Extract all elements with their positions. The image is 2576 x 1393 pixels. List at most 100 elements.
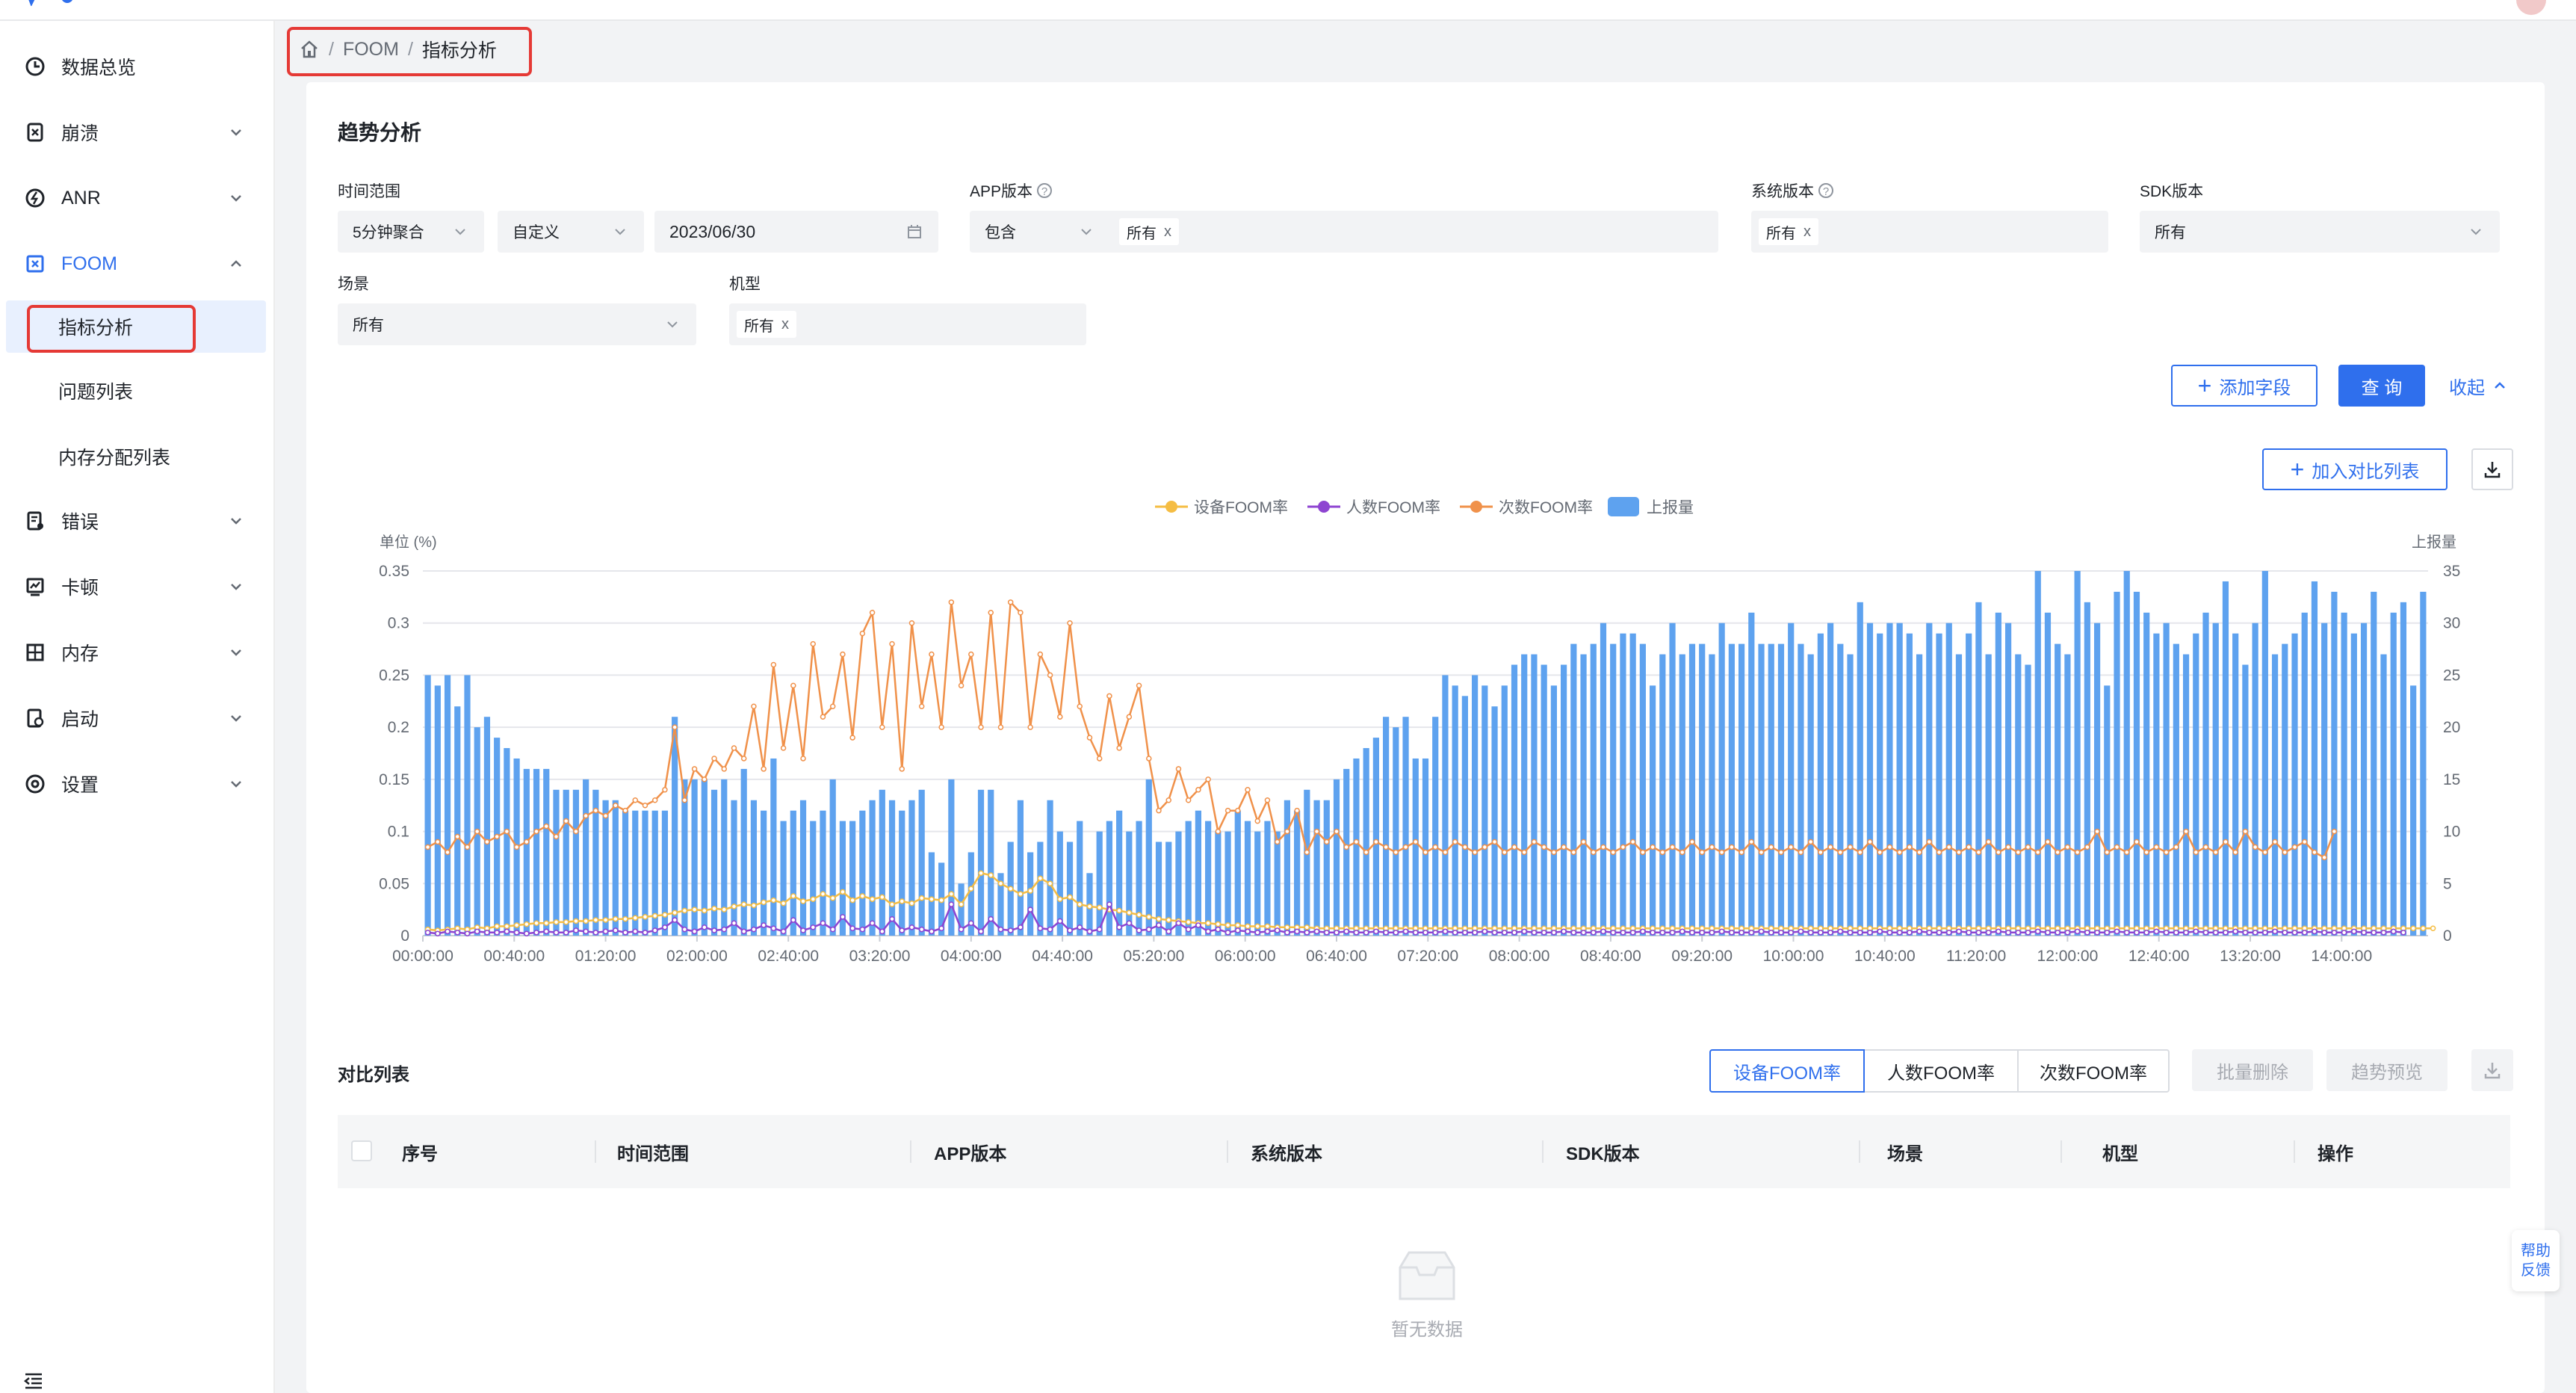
report-count-bar: [2331, 591, 2338, 936]
series-point: [454, 930, 461, 936]
column-divider: [1227, 1140, 1228, 1163]
menu-fold-icon[interactable]: [22, 1371, 45, 1392]
sdk-version-select[interactable]: 所有: [2140, 211, 2500, 253]
report-count-bar: [1590, 643, 1597, 936]
help-feedback-button[interactable]: 帮助 反馈: [2512, 1230, 2560, 1291]
series-point: [1205, 776, 1211, 782]
download-list-button[interactable]: [2471, 1049, 2513, 1091]
metric-tab-people[interactable]: 人数FOOM率: [1863, 1049, 2019, 1093]
help-icon[interactable]: ?: [1818, 183, 1833, 198]
query-button[interactable]: 查 询: [2338, 365, 2425, 407]
series-point: [1936, 849, 1942, 856]
app-version-filter[interactable]: 包含 所有 x: [970, 211, 1718, 253]
sidebar-item-anr[interactable]: ANR: [0, 172, 273, 224]
x-tick-label: 10:00:00: [1763, 948, 1824, 965]
sidebar-item-lag[interactable]: 卡顿: [0, 560, 273, 613]
sidebar-item-memory[interactable]: 内存: [0, 626, 273, 679]
select-all-checkbox[interactable]: [351, 1140, 372, 1161]
add-compare-button[interactable]: + 加入对比列表: [2262, 448, 2447, 490]
series-point: [1718, 928, 1725, 935]
breadcrumb-root[interactable]: FOOM: [342, 38, 399, 60]
series-point: [899, 898, 905, 904]
date-picker[interactable]: 2023/06/30: [654, 211, 938, 253]
app-version-tag[interactable]: 所有 x: [1119, 218, 1179, 245]
sys-version-tag[interactable]: 所有 x: [1759, 218, 1818, 245]
series-point: [938, 724, 944, 730]
close-icon[interactable]: x: [1803, 223, 1811, 240]
series-point: [1907, 844, 1913, 850]
sys-version-filter[interactable]: 所有 x: [1751, 211, 2108, 253]
help-icon[interactable]: ?: [1037, 183, 1053, 198]
sidebar-subitem-metrics[interactable]: 指标分析: [6, 300, 266, 353]
series-point: [533, 930, 539, 936]
y2-tick-label: 0: [2443, 927, 2452, 945]
series-point: [1116, 924, 1122, 930]
series-point: [988, 872, 994, 878]
series-point: [889, 640, 895, 647]
series-point: [711, 756, 717, 762]
report-count-bar: [1254, 831, 1261, 936]
series-point: [918, 703, 925, 710]
series-point: [1570, 849, 1577, 856]
y2-tick-label: 10: [2443, 824, 2460, 841]
close-icon[interactable]: x: [1164, 223, 1171, 240]
series-point: [435, 930, 441, 936]
series-point: [978, 928, 984, 935]
report-count-bar: [543, 768, 550, 936]
series-point: [1818, 849, 1824, 856]
series-point: [602, 917, 609, 923]
series-point: [2232, 849, 2238, 856]
series-point: [1640, 928, 1646, 935]
series-point: [1916, 849, 1922, 856]
series-point: [1768, 844, 1774, 850]
series-point: [613, 927, 619, 933]
batch-delete-button[interactable]: 批量删除: [2192, 1049, 2313, 1091]
report-count-bar: [1372, 738, 1379, 936]
user-avatar[interactable]: [2516, 0, 2546, 15]
sidebar-subitem-alloc[interactable]: 内存分配列表: [0, 430, 273, 483]
sidebar-item-crash[interactable]: 崩溃: [0, 106, 273, 158]
series-point: [2420, 925, 2427, 931]
legend-label: 次数FOOM率: [1499, 499, 1593, 516]
download-chart-button[interactable]: [2471, 448, 2513, 490]
series-point: [1343, 928, 1349, 935]
series-point: [1136, 682, 1142, 689]
legend-label: 人数FOOM率: [1346, 499, 1440, 516]
report-count-bar: [1639, 643, 1646, 936]
sidebar-item-foom[interactable]: FOOM: [0, 238, 273, 290]
report-count-bar: [2282, 643, 2288, 936]
sidebar-item-label: 数据总览: [61, 58, 137, 78]
series-point: [1758, 849, 1765, 856]
x-tick-label: 08:00:00: [1489, 948, 1550, 965]
report-count-bar: [2252, 623, 2258, 936]
model-tag[interactable]: 所有 x: [737, 311, 796, 338]
metric-tab-times[interactable]: 次数FOOM率: [2017, 1049, 2170, 1093]
sidebar-item-error[interactable]: 错误: [0, 495, 273, 547]
scene-select[interactable]: 所有: [338, 303, 696, 345]
series-point: [1462, 844, 1468, 850]
series-point: [1956, 849, 1962, 856]
chevron-down-icon: [231, 129, 241, 136]
close-icon[interactable]: x: [781, 315, 789, 333]
app-mode-value[interactable]: 包含: [985, 224, 1016, 241]
series-point: [1502, 849, 1508, 856]
home-icon[interactable]: [299, 40, 320, 59]
sidebar-item-launch[interactable]: 启动: [0, 692, 273, 744]
sidebar-subitem-issues[interactable]: 问题列表: [0, 365, 273, 417]
time-agg-select[interactable]: 5分钟聚合: [338, 211, 484, 253]
series-point: [859, 893, 866, 899]
time-mode-select[interactable]: 自定义: [498, 211, 644, 253]
report-count-bar: [2390, 612, 2397, 936]
add-field-button[interactable]: + 添加字段: [2171, 365, 2318, 407]
report-count-bar: [1896, 623, 1903, 936]
series-point: [1768, 930, 1774, 936]
sidebar-item-settings[interactable]: 设置: [0, 758, 273, 810]
model-filter[interactable]: 所有 x: [729, 303, 1086, 345]
sidebar-item-overview[interactable]: 数据总览: [0, 40, 273, 93]
series-point: [1709, 930, 1715, 936]
trend-preview-button[interactable]: 趋势预览: [2326, 1049, 2447, 1091]
report-count-bar: [2371, 591, 2377, 936]
metric-tab-device[interactable]: 设备FOOM率: [1709, 1049, 1865, 1093]
y-tick-label: 0.3: [388, 615, 409, 632]
collapse-button[interactable]: 收起: [2442, 365, 2516, 407]
